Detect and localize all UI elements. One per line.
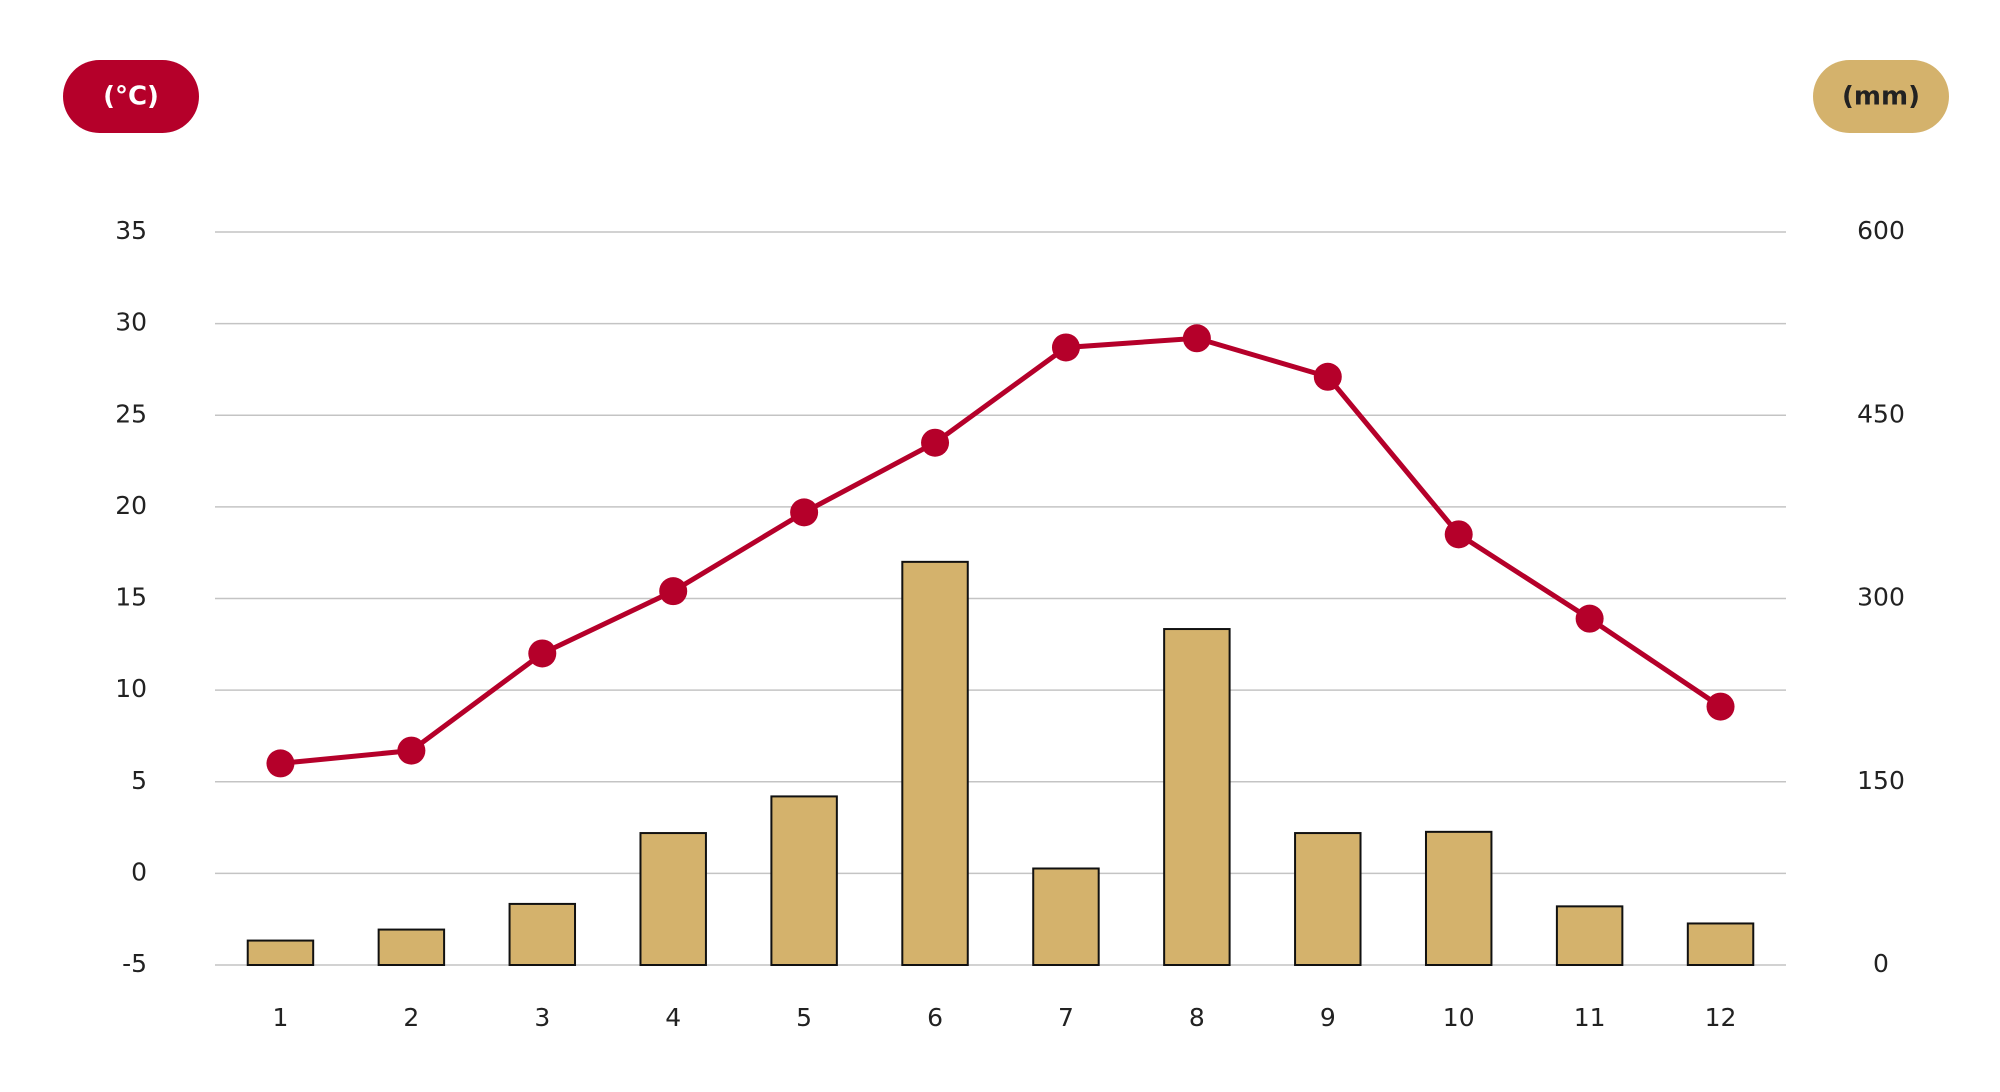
bar [1032, 867, 1100, 967]
x-tick-label: 3 [534, 1003, 550, 1032]
y-tick-label: 35 [115, 216, 147, 245]
bar [1424, 830, 1493, 966]
y2-tick-label: 450 [1857, 399, 1905, 428]
y-unit-pill [63, 60, 199, 133]
x-tick-label: 7 [1058, 1003, 1074, 1032]
point [921, 428, 950, 457]
x-tick-label: 1 [273, 1003, 289, 1032]
point [1051, 333, 1080, 362]
point [528, 639, 557, 668]
line [280, 335, 1722, 766]
x-tick-label: 6 [927, 1003, 943, 1032]
bar [639, 832, 707, 966]
point [1313, 362, 1342, 391]
point [1706, 692, 1735, 721]
point [397, 736, 426, 765]
bar [1294, 832, 1362, 966]
x-tick-label: 4 [665, 1003, 681, 1032]
y-tick-label: 20 [115, 491, 147, 520]
point [790, 498, 819, 527]
point [659, 577, 688, 606]
y-tick-label: 10 [115, 674, 147, 703]
bar [770, 795, 838, 966]
y2-unit-label: (mm) [1842, 82, 1920, 112]
y2-tick-label: 0 [1873, 949, 1889, 978]
y-tick-label: 0 [131, 857, 147, 886]
y-tick-label: 5 [131, 766, 147, 795]
point [1575, 604, 1604, 633]
y2-tick-label: 600 [1857, 216, 1905, 245]
y-tick-label: -5 [122, 949, 147, 978]
point [266, 749, 295, 778]
y2-tick-label: 300 [1857, 583, 1905, 612]
point [1182, 324, 1211, 353]
y-tick-label: 15 [115, 583, 147, 612]
x-tick-label: 10 [1443, 1003, 1475, 1032]
x-tick-label: 12 [1705, 1003, 1737, 1032]
x-tick-label: 9 [1320, 1003, 1336, 1032]
y-unit-label: (°C) [103, 82, 159, 112]
y2-tick-label: 150 [1857, 766, 1905, 795]
bar [246, 939, 315, 966]
bar [1686, 922, 1755, 966]
point [1444, 520, 1473, 549]
x-tick-label: 2 [403, 1003, 419, 1032]
bar [1555, 905, 1624, 966]
bar [1163, 628, 1231, 967]
x-tick-label: 11 [1574, 1003, 1606, 1032]
bar [508, 902, 577, 967]
bar [901, 560, 969, 966]
y-tick-label: 30 [115, 308, 147, 337]
x-tick-label: 5 [796, 1003, 812, 1032]
bar [377, 928, 446, 966]
y-tick-label: 25 [115, 399, 147, 428]
y2-unit-pill [1813, 60, 1949, 133]
x-tick-label: 8 [1189, 1003, 1205, 1032]
